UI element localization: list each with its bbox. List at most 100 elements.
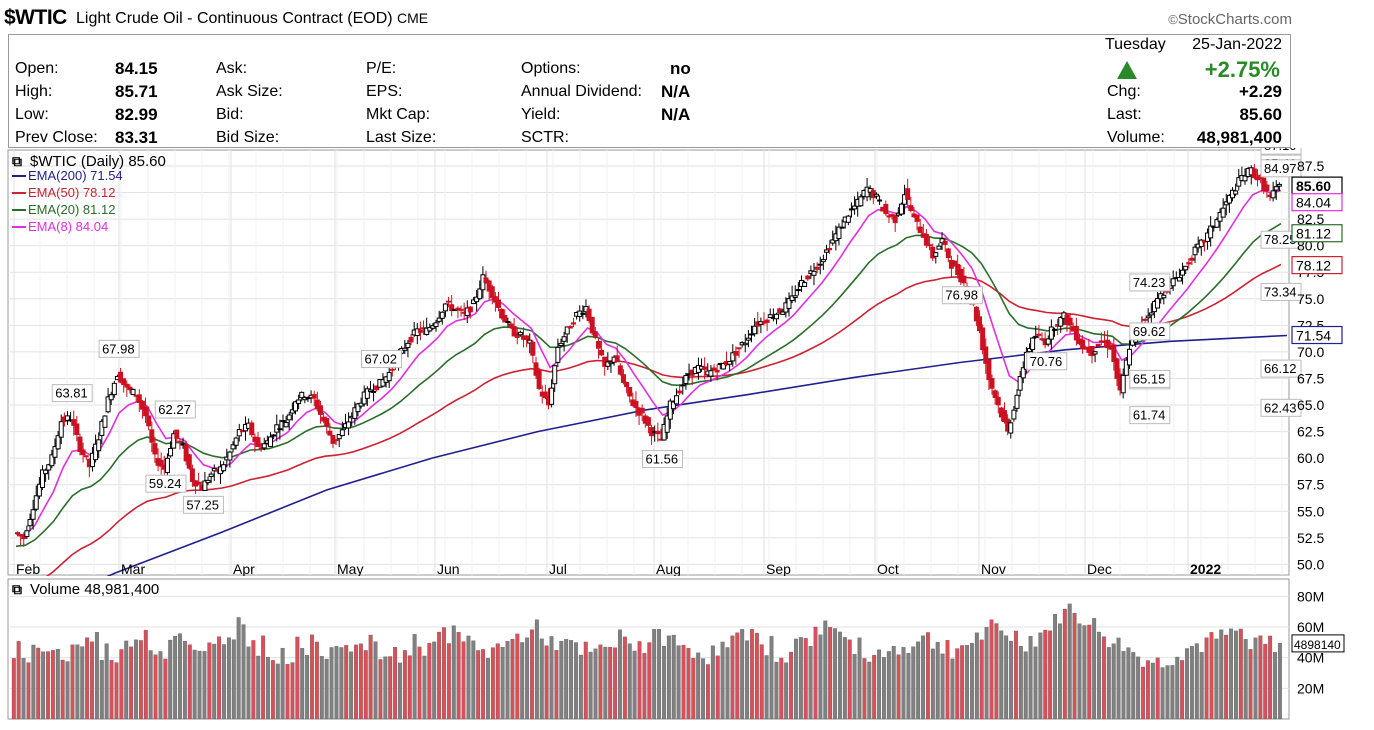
candle-body [196, 481, 202, 485]
candles [15, 164, 1282, 547]
volume-bar [881, 657, 886, 720]
volume-bar [90, 641, 94, 720]
volume-bar [984, 627, 989, 720]
volume-bar [955, 648, 960, 720]
candle-body [792, 295, 798, 298]
candle-body [1011, 409, 1017, 420]
volume-bar [710, 645, 715, 720]
candle-body [823, 249, 829, 253]
volume-bar [969, 642, 974, 720]
annotation-label: 74.23 [1133, 275, 1166, 290]
volume-axis: 20M 40M 60M 80M 4898140 [1291, 588, 1345, 696]
last-value-label: 84.04 [1296, 195, 1331, 211]
candle-body [830, 239, 836, 244]
candle-body [677, 390, 683, 394]
volume-bar [1057, 623, 1062, 720]
candle-body [111, 382, 117, 396]
volume-bar [344, 645, 349, 720]
volume-bar [99, 660, 104, 720]
volume-bar [828, 627, 833, 720]
candle-body [280, 420, 286, 423]
candle-body [127, 386, 133, 391]
candle-body [1198, 239, 1204, 248]
volume-bar [363, 650, 368, 720]
volume-bar [80, 646, 85, 720]
price-chart[interactable]: 63.81 67.98 59.24 62.27 57.25 67.02 61.56 76.98… [0, 148, 1374, 576]
volume-bar [207, 642, 212, 720]
volume-bar [534, 619, 539, 720]
candle-body [986, 359, 992, 381]
candle-body [333, 439, 339, 442]
annotation-label: 62.43 [1264, 400, 1297, 415]
volume-bar [1258, 635, 1263, 720]
candle-body [683, 375, 689, 384]
quote-day: Tuesday [1105, 36, 1166, 53]
volume-bar [657, 629, 662, 720]
volume-bar [1126, 647, 1131, 720]
volume-bar [862, 658, 867, 720]
candle-body [121, 378, 127, 386]
candle-body [499, 308, 505, 319]
volume-bar [1165, 665, 1170, 720]
volume-bar [588, 651, 593, 720]
options-label: Options: [521, 60, 581, 77]
volume-bar [1263, 643, 1268, 720]
volume-bar [1097, 631, 1101, 720]
candle-body [780, 311, 786, 315]
stockcharts-logo[interactable]: ©StockCharts.com [1168, 11, 1292, 28]
candle-body [524, 335, 530, 341]
candle-body [317, 405, 323, 415]
volume-bar [989, 619, 994, 720]
candle-body [64, 415, 70, 421]
volume-bar [730, 635, 735, 720]
volume-bar [339, 647, 344, 720]
volume-bar [559, 640, 564, 720]
candle-body [973, 306, 979, 322]
price-grid [10, 150, 1289, 575]
candle-body [1161, 294, 1167, 299]
volume-bar [104, 643, 109, 720]
annotation-label: 76.98 [945, 288, 978, 303]
volume-bar [627, 643, 632, 720]
candle-body [1233, 190, 1239, 195]
candle-body [923, 233, 929, 246]
candle-body [261, 443, 267, 449]
options-value: no [670, 59, 691, 78]
volume-bar [505, 641, 510, 720]
month-label: 2022 [1190, 561, 1221, 576]
candle-body [202, 480, 208, 492]
candle-body [311, 394, 317, 399]
volume-bar [530, 629, 534, 720]
candle-body [1089, 345, 1095, 357]
volume-chart[interactable]: 20M 40M 60M 80M 4898140 ⧉ Volume 48,981,400 [0, 577, 1374, 727]
yield-value: N/A [661, 105, 691, 124]
candle-body [811, 270, 817, 276]
last-value-label: 85.60 [1296, 178, 1331, 194]
volume-bar [500, 647, 505, 720]
volume-bar [838, 631, 842, 720]
volume-bar [1185, 648, 1189, 720]
candle-body [680, 384, 686, 387]
candle-body [496, 299, 502, 308]
month-label: Apr [233, 561, 255, 576]
annotation-label: 57.25 [186, 497, 219, 512]
volume-bar [1111, 643, 1116, 720]
candle-body [952, 260, 958, 267]
volume-bar [578, 654, 583, 720]
annotation-label: 67.98 [102, 341, 135, 356]
candle-body [852, 205, 858, 210]
annotation-box [1129, 273, 1171, 292]
volume-bar [671, 634, 676, 720]
candle-body [533, 362, 539, 376]
low-label: Low: [15, 106, 49, 123]
volume-bar [666, 635, 671, 720]
volume-bar [794, 638, 798, 720]
volume-bar [187, 644, 192, 720]
candle-body [845, 215, 851, 223]
candle-body [1002, 410, 1008, 422]
month-label: May [337, 561, 363, 576]
volume-bar [354, 644, 358, 720]
candle-body [517, 331, 523, 336]
volume-bar [681, 644, 686, 720]
candle-body [277, 428, 283, 431]
